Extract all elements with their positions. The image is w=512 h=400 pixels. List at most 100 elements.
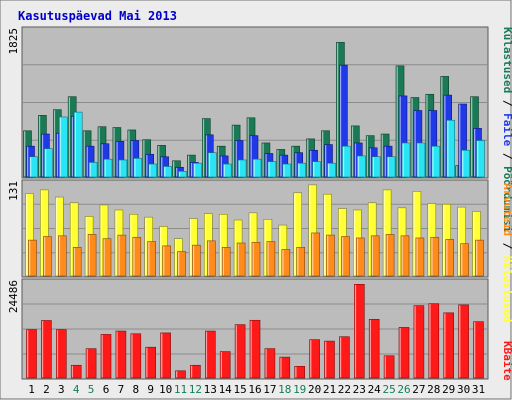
top-bar-pages-day-8-fill <box>133 158 143 178</box>
mid-bar-hosts-day-19-fill <box>296 246 306 277</box>
bot-bar-kbytes-day-17-highlight <box>265 349 267 378</box>
top-bar-hits-day-17-highlight <box>262 143 264 177</box>
top-bar-pages-day-5-highlight <box>89 162 91 177</box>
mid-bar-hosts-day-30-highlight <box>461 244 463 276</box>
mid-bar-hosts-day-4 <box>72 246 82 277</box>
top-bar-files-day-28-highlight <box>429 111 431 177</box>
bot-bar-kbytes-day-26-highlight <box>399 327 401 378</box>
day-label-21: 21 <box>323 383 336 396</box>
mid-bar-hosts-day-27 <box>415 237 425 277</box>
mid-bar-hosts-day-16 <box>251 241 261 277</box>
bot-bar-kbytes-day-28-fill <box>428 303 440 379</box>
mid-bar-hosts-day-4-highlight <box>73 247 75 276</box>
top-bar-files-day-17-highlight <box>265 153 267 177</box>
middle-panel: 131 Arvuteid / Külastused <box>7 179 512 322</box>
bot-bar-kbytes-day-16 <box>249 319 261 379</box>
mid-bar-hosts-day-22-highlight <box>341 237 344 276</box>
bot-bar-kbytes-day-15-highlight <box>235 325 237 378</box>
bot-bar-kbytes-day-8-fill <box>130 333 142 379</box>
top-bar-pages-day-15 <box>237 159 247 178</box>
day-label-31: 31 <box>472 383 485 396</box>
bot-bar-kbytes-day-25-highlight <box>384 356 386 378</box>
top-bar-files-day-16-highlight <box>250 136 252 177</box>
mid-bar-hosts-day-14-highlight <box>222 247 224 276</box>
mid-bar-visits-day-15-highlight <box>234 220 236 276</box>
top-bar-pages-day-1 <box>29 156 38 178</box>
bot-bar-kbytes-day-6-fill <box>100 334 112 379</box>
bot-bar-kbytes-day-22-fill <box>339 336 350 379</box>
top-bar-pages-day-8-highlight <box>134 158 136 177</box>
bot-bar-kbytes-day-14 <box>219 351 231 379</box>
top-bar-pages-day-16-highlight <box>253 159 255 177</box>
mid-bar-hosts-day-11 <box>177 251 186 277</box>
bot-bar-kbytes-day-10 <box>160 332 171 379</box>
bot-bar-kbytes-day-17 <box>264 348 276 379</box>
top-bar-pages-day-14 <box>222 163 232 178</box>
legend-part-2: Faile <box>501 113 512 146</box>
top-bar-pages-day-9-fill <box>148 163 157 178</box>
top-bar-files-day-7-highlight <box>116 141 118 177</box>
top-bar-pages-day-18 <box>282 163 292 178</box>
mid-bar-hosts-day-9 <box>147 241 156 277</box>
top-bar-pages-day-19 <box>297 162 307 178</box>
top-bar-pages-day-6-highlight <box>104 159 106 177</box>
top-bar-pages-day-9 <box>148 163 157 178</box>
mid-bar-hosts-day-5-highlight <box>88 234 90 276</box>
bot-bar-kbytes-day-3-fill <box>55 329 67 379</box>
top-bar-pages-day-2 <box>44 148 53 178</box>
top-bar-hits-day-7-highlight <box>113 128 115 177</box>
bot-bar-kbytes-day-9 <box>145 346 156 379</box>
day-label-27: 27 <box>412 383 425 396</box>
mid-bar-visits-day-22-highlight <box>338 209 341 276</box>
top-bar-hits-day-25-highlight <box>381 134 383 177</box>
top-bar-pages-day-10 <box>163 166 172 178</box>
mid-bar-visits-day-12-highlight <box>189 219 192 276</box>
mid-bar-hosts-day-23 <box>355 237 365 277</box>
mid-bar-visits-day-19-highlight <box>294 193 296 276</box>
top-bar-files-day-24-highlight <box>369 148 371 177</box>
bot-bar-kbytes-day-1-fill <box>26 329 37 379</box>
mid-bar-hosts-day-20-fill <box>311 232 320 277</box>
day-label-8: 8 <box>132 383 139 396</box>
mid-bar-hosts-day-31-fill <box>475 239 484 277</box>
day-label-28: 28 <box>427 383 440 396</box>
mid-bar-hosts-day-25 <box>385 234 395 277</box>
mid-bar-hosts-day-21-fill <box>326 234 335 277</box>
bot-bar-kbytes-day-25-fill <box>383 355 395 379</box>
mid-bar-hosts-day-29-highlight <box>446 239 448 276</box>
top-bar-pages-day-18-highlight <box>283 164 285 177</box>
mid-bar-visits-day-28-highlight <box>428 204 430 276</box>
mid-bar-hosts-day-22-fill <box>341 236 350 277</box>
day-label-26: 26 <box>397 383 410 396</box>
mid-bar-visits-day-8-highlight <box>130 214 132 276</box>
bot-bar-kbytes-day-2-fill <box>41 320 52 379</box>
bot-bar-kbytes-day-31-highlight <box>474 322 476 378</box>
top-bar-pages-day-31-highlight <box>477 141 479 177</box>
mid-bar-hosts-day-12-highlight <box>192 245 195 276</box>
top-bar-pages-day-11-fill <box>178 171 187 178</box>
top-bar-pages-day-16 <box>252 158 262 178</box>
mid-bar-hosts-day-26-fill <box>400 235 410 277</box>
top-bar-pages-day-16-fill <box>252 158 262 178</box>
mid-bar-hosts-day-18 <box>281 249 291 277</box>
top-bar-pages-day-2-fill <box>44 148 53 178</box>
mid-bar-visits-day-20-highlight <box>309 185 311 276</box>
mid-bar-hosts-day-8-fill <box>132 236 142 277</box>
top-bar-files-day-21-highlight <box>325 145 327 177</box>
bot-bar-kbytes-day-18 <box>279 356 291 379</box>
top-bar-hits-day-21-highlight <box>322 131 324 177</box>
middle-panel-max-label: 131 <box>7 181 20 201</box>
top-bar-hits-day-31-highlight <box>471 97 473 177</box>
day-label-6: 6 <box>103 383 110 396</box>
mid-bar-hosts-day-21-highlight <box>327 235 329 276</box>
mid-bar-hosts-day-9-highlight <box>148 242 150 276</box>
mid-bar-hosts-day-8-highlight <box>133 237 135 276</box>
mid-bar-hosts-day-2 <box>43 236 52 277</box>
top-bar-pages-day-14-fill <box>222 163 232 178</box>
top-bar-files-day-5-highlight <box>86 146 88 177</box>
top-bar-pages-day-22-highlight <box>342 146 345 177</box>
mid-bar-visits-day-4-highlight <box>70 203 72 276</box>
top-bar-pages-day-7-fill <box>118 159 128 178</box>
top-bar-pages-day-25-highlight <box>387 157 389 177</box>
top-bar-pages-day-17-highlight <box>268 162 270 177</box>
